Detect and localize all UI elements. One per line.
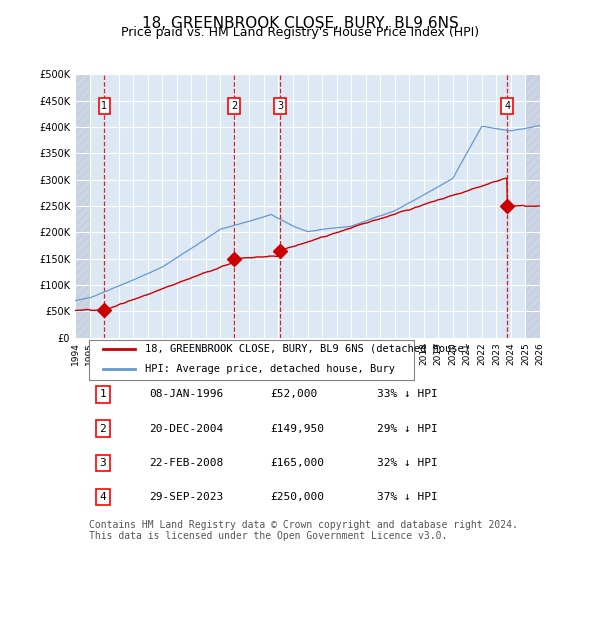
Text: 33% ↓ HPI: 33% ↓ HPI bbox=[377, 389, 438, 399]
Text: 29-SEP-2023: 29-SEP-2023 bbox=[149, 492, 224, 502]
Text: 29% ↓ HPI: 29% ↓ HPI bbox=[377, 423, 438, 434]
Text: Price paid vs. HM Land Registry's House Price Index (HPI): Price paid vs. HM Land Registry's House … bbox=[121, 26, 479, 39]
Text: 4: 4 bbox=[504, 101, 511, 111]
Text: 1: 1 bbox=[101, 101, 107, 111]
Text: 3: 3 bbox=[100, 458, 106, 468]
Text: 4: 4 bbox=[100, 492, 106, 502]
Text: 1: 1 bbox=[100, 389, 106, 399]
Text: HPI: Average price, detached house, Bury: HPI: Average price, detached house, Bury bbox=[145, 364, 395, 374]
Text: 2: 2 bbox=[231, 101, 238, 111]
Text: £250,000: £250,000 bbox=[270, 492, 324, 502]
Bar bbox=[75, 74, 89, 337]
FancyBboxPatch shape bbox=[89, 340, 415, 381]
Text: 3: 3 bbox=[277, 101, 284, 111]
Text: 18, GREENBROOK CLOSE, BURY, BL9 6NS (detached house): 18, GREENBROOK CLOSE, BURY, BL9 6NS (det… bbox=[145, 344, 470, 354]
Bar bbox=[526, 74, 540, 337]
Text: 18, GREENBROOK CLOSE, BURY, BL9 6NS: 18, GREENBROOK CLOSE, BURY, BL9 6NS bbox=[142, 16, 458, 30]
Text: £165,000: £165,000 bbox=[270, 458, 324, 468]
Text: 20-DEC-2004: 20-DEC-2004 bbox=[149, 423, 224, 434]
Text: Contains HM Land Registry data © Crown copyright and database right 2024.
This d: Contains HM Land Registry data © Crown c… bbox=[89, 520, 518, 541]
Text: 2: 2 bbox=[100, 423, 106, 434]
Text: 22-FEB-2008: 22-FEB-2008 bbox=[149, 458, 224, 468]
Text: £52,000: £52,000 bbox=[270, 389, 317, 399]
Text: 32% ↓ HPI: 32% ↓ HPI bbox=[377, 458, 438, 468]
Text: 08-JAN-1996: 08-JAN-1996 bbox=[149, 389, 224, 399]
Text: £149,950: £149,950 bbox=[270, 423, 324, 434]
Text: 37% ↓ HPI: 37% ↓ HPI bbox=[377, 492, 438, 502]
